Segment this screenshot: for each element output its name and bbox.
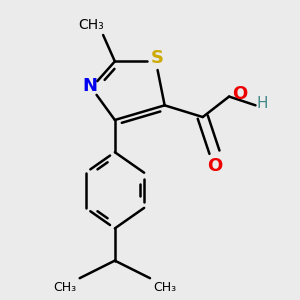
Text: O: O <box>207 157 222 175</box>
Text: CH₃: CH₃ <box>153 281 176 294</box>
Text: H: H <box>257 96 268 111</box>
Text: O: O <box>232 85 247 103</box>
Text: S: S <box>151 50 164 68</box>
Text: CH₃: CH₃ <box>54 281 77 294</box>
Text: CH₃: CH₃ <box>79 18 104 32</box>
Text: N: N <box>82 77 98 95</box>
